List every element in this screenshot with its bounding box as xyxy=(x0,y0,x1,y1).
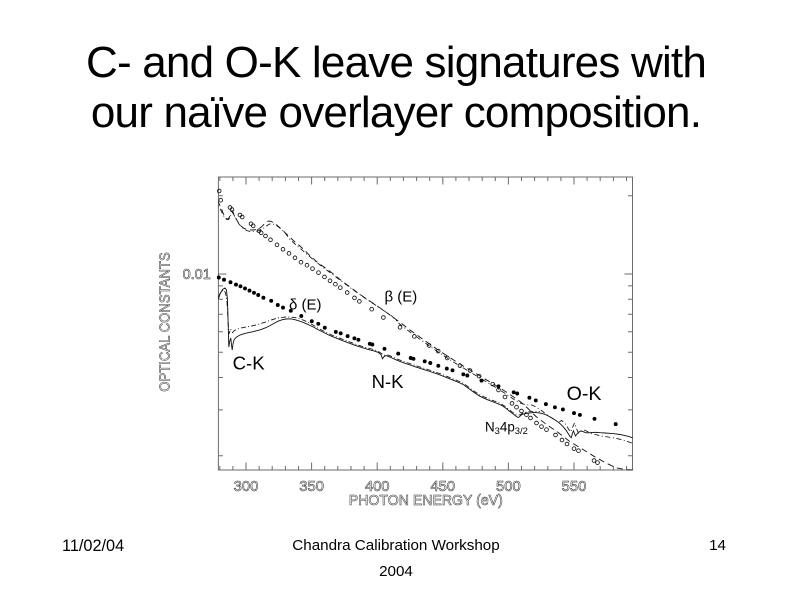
svg-text:OPTICAL CONSTANTS: OPTICAL CONSTANTS xyxy=(157,252,174,392)
svg-text:PHOTON ENERGY (eV): PHOTON ENERGY (eV) xyxy=(349,492,503,509)
svg-text:500: 500 xyxy=(496,479,521,495)
svg-text:O-K: O-K xyxy=(567,383,602,405)
svg-text:550: 550 xyxy=(562,479,587,495)
svg-text:450: 450 xyxy=(430,479,455,495)
svg-text:β (E): β (E) xyxy=(385,289,418,306)
svg-text:δ (E): δ (E) xyxy=(289,297,322,314)
svg-text:400: 400 xyxy=(365,479,390,495)
svg-text:N-K: N-K xyxy=(372,371,405,392)
svg-text:N34p3/2: N34p3/2 xyxy=(485,419,528,436)
svg-text:300: 300 xyxy=(234,479,259,495)
svg-text:0.01: 0.01 xyxy=(183,267,211,283)
svg-text:350: 350 xyxy=(299,479,324,495)
svg-text:C-K: C-K xyxy=(233,353,266,374)
